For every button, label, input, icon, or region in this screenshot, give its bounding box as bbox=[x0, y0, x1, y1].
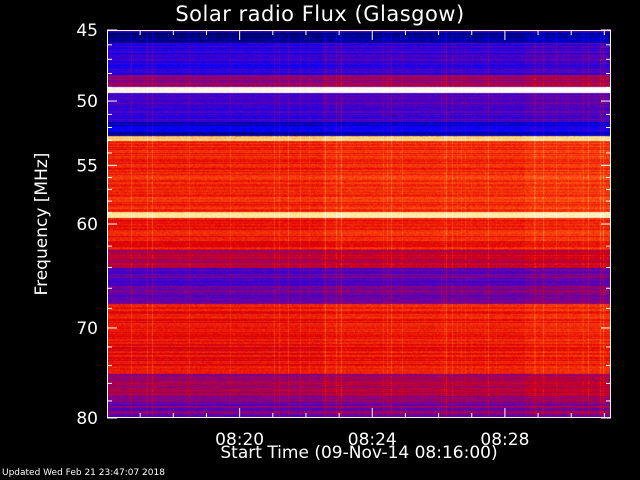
x-tick-label: 08:28 bbox=[480, 430, 529, 450]
x-tick-label: 08:24 bbox=[348, 430, 397, 450]
updated-timestamp: Updated Wed Feb 21 23:47:07 2018 bbox=[2, 468, 165, 478]
y-tick-label: 60 bbox=[76, 215, 98, 235]
x-axis-label: Start Time (09-Nov-14 08:16:00) bbox=[220, 443, 498, 463]
y-tick-label: 70 bbox=[76, 319, 98, 339]
y-tick-label: 55 bbox=[76, 156, 98, 176]
y-tick-label: 80 bbox=[76, 409, 98, 429]
y-tick-label: 45 bbox=[76, 21, 98, 41]
x-tick-label: 08:20 bbox=[215, 430, 264, 450]
spectrogram-image bbox=[108, 31, 610, 417]
plot-area bbox=[107, 30, 611, 418]
chart-title: Solar radio Flux (Glasgow) bbox=[175, 2, 465, 26]
y-tick-label: 50 bbox=[76, 92, 98, 112]
y-axis-label: Frequency [MHz] bbox=[32, 152, 52, 296]
